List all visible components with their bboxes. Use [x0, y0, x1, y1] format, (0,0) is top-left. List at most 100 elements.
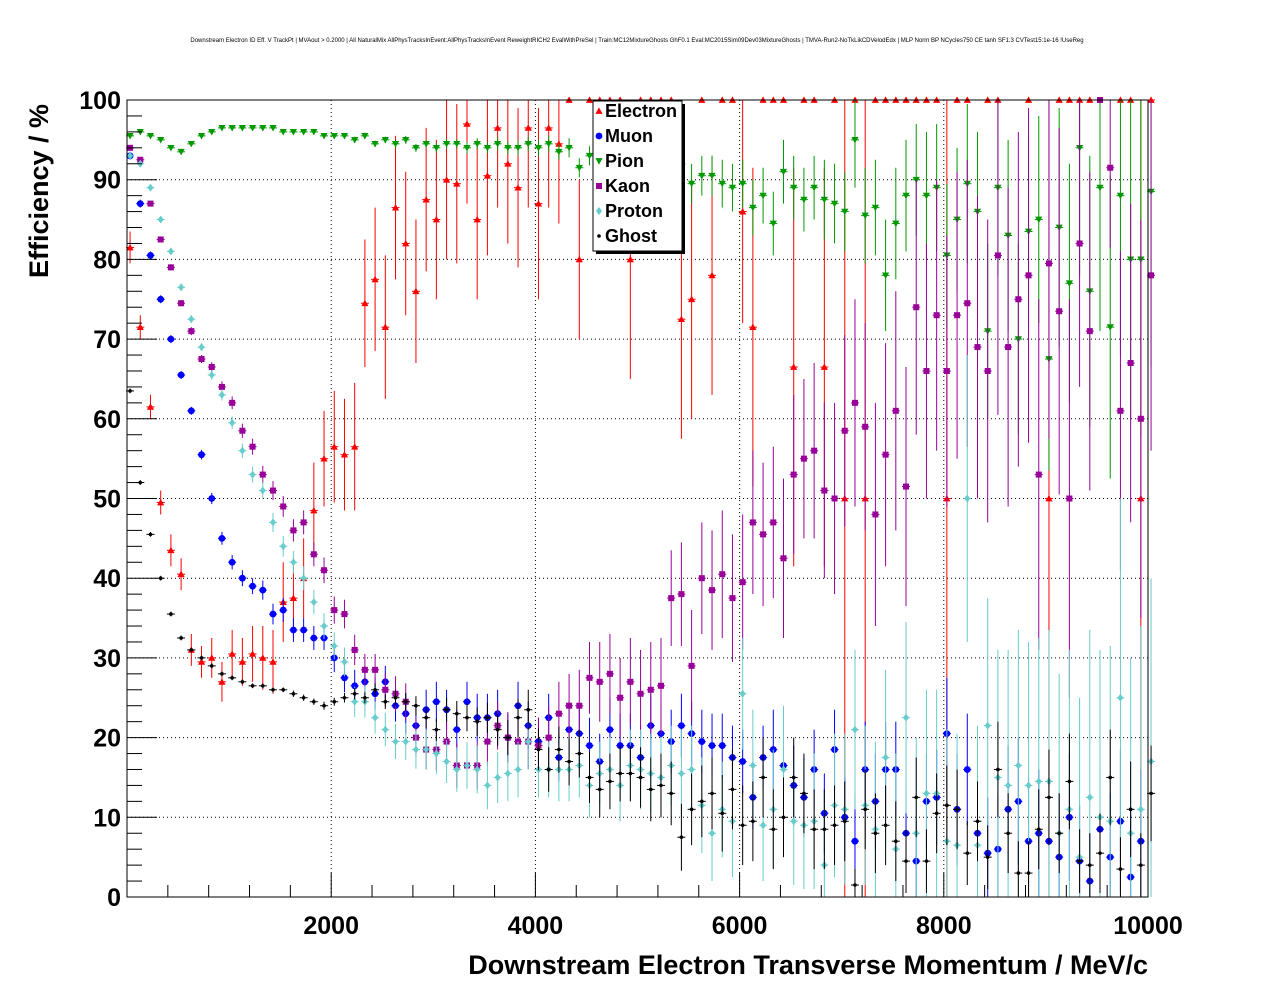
- data-point: [239, 427, 246, 434]
- data-point: [393, 695, 398, 700]
- data-point: [1025, 781, 1032, 790]
- data-point: [698, 738, 706, 745]
- data-point: [463, 698, 471, 706]
- data-point: [361, 666, 368, 673]
- data-point: [402, 136, 410, 144]
- data-point: [1035, 471, 1042, 478]
- data-point: [851, 725, 858, 734]
- data-point: [820, 363, 828, 370]
- data-point: [321, 622, 328, 631]
- data-point: [188, 315, 195, 324]
- data-point: [820, 196, 828, 204]
- data-point: [812, 827, 816, 832]
- data-point: [1057, 831, 1061, 836]
- data-point: [250, 683, 255, 688]
- data-point: [301, 695, 306, 700]
- data-point: [383, 699, 388, 704]
- data-point: [432, 215, 440, 223]
- data-point: [984, 367, 991, 374]
- data-point: [1026, 871, 1031, 875]
- data-point: [985, 855, 990, 859]
- data-point: [720, 811, 725, 816]
- y-tick-label: 100: [79, 87, 121, 115]
- data-point: [1088, 863, 1092, 867]
- data-point: [330, 443, 338, 450]
- data-point: [862, 423, 869, 430]
- data-point: [781, 815, 786, 820]
- data-point: [718, 180, 726, 188]
- data-point: [281, 687, 286, 692]
- data-point: [606, 670, 613, 677]
- data-point: [904, 859, 908, 863]
- data-point: [331, 607, 338, 614]
- data-point: [322, 703, 326, 708]
- data-point: [310, 634, 318, 642]
- data-point: [321, 567, 328, 574]
- legend-marker-pion: [595, 158, 603, 165]
- data-point: [465, 715, 469, 720]
- data-point: [229, 418, 236, 427]
- data-point: [924, 859, 929, 863]
- data-point: [312, 699, 316, 704]
- data-point: [208, 370, 215, 379]
- data-point: [760, 821, 767, 830]
- data-point: [310, 598, 317, 607]
- data-point: [453, 765, 460, 774]
- data-point: [575, 164, 583, 172]
- data-point: [249, 470, 256, 479]
- data-point: [167, 546, 175, 554]
- data-point: [945, 803, 949, 808]
- data-point: [1117, 407, 1124, 414]
- data-point: [555, 710, 562, 717]
- data-point: [402, 239, 410, 247]
- data-point: [851, 399, 858, 406]
- data-point: [279, 129, 287, 136]
- x-tick-label: 10000: [1113, 912, 1183, 940]
- data-point: [749, 519, 756, 526]
- data-point: [515, 765, 522, 774]
- data-point: [269, 125, 277, 132]
- data-point: [259, 471, 266, 478]
- data-point: [423, 745, 430, 754]
- data-point: [1045, 260, 1052, 267]
- data-point: [422, 140, 430, 148]
- data-point: [270, 518, 277, 527]
- data-point: [208, 654, 216, 661]
- data-point: [996, 767, 1000, 772]
- data-point: [922, 192, 931, 200]
- data-point: [443, 757, 450, 766]
- data-point: [955, 807, 959, 812]
- data-point: [974, 344, 981, 351]
- data-point: [259, 125, 267, 132]
- data-point: [802, 791, 806, 796]
- data-point: [677, 315, 686, 323]
- data-point: [1107, 164, 1114, 171]
- data-point: [1149, 791, 1153, 796]
- data-point: [239, 446, 246, 455]
- x-tick-label: 2000: [303, 912, 359, 940]
- data-point: [167, 247, 174, 256]
- data-point: [300, 626, 308, 634]
- data-point: [587, 775, 592, 780]
- data-point: [453, 180, 461, 187]
- data-point: [749, 761, 756, 770]
- data-point: [310, 551, 317, 558]
- data-point: [146, 403, 155, 410]
- data-point: [414, 703, 418, 708]
- data-point: [361, 132, 369, 140]
- data-point: [157, 236, 164, 243]
- data-point: [821, 487, 828, 494]
- data-point: [1056, 308, 1063, 315]
- data-point: [811, 447, 818, 454]
- data-point: [433, 749, 440, 758]
- data-point: [147, 183, 154, 192]
- data-point: [372, 666, 379, 673]
- data-point: [810, 184, 818, 192]
- data-point: [340, 132, 349, 140]
- data-point: [167, 335, 175, 343]
- legend-box: [592, 100, 683, 252]
- data-point: [218, 125, 226, 132]
- data-point: [158, 576, 163, 580]
- data-point: [1139, 863, 1143, 867]
